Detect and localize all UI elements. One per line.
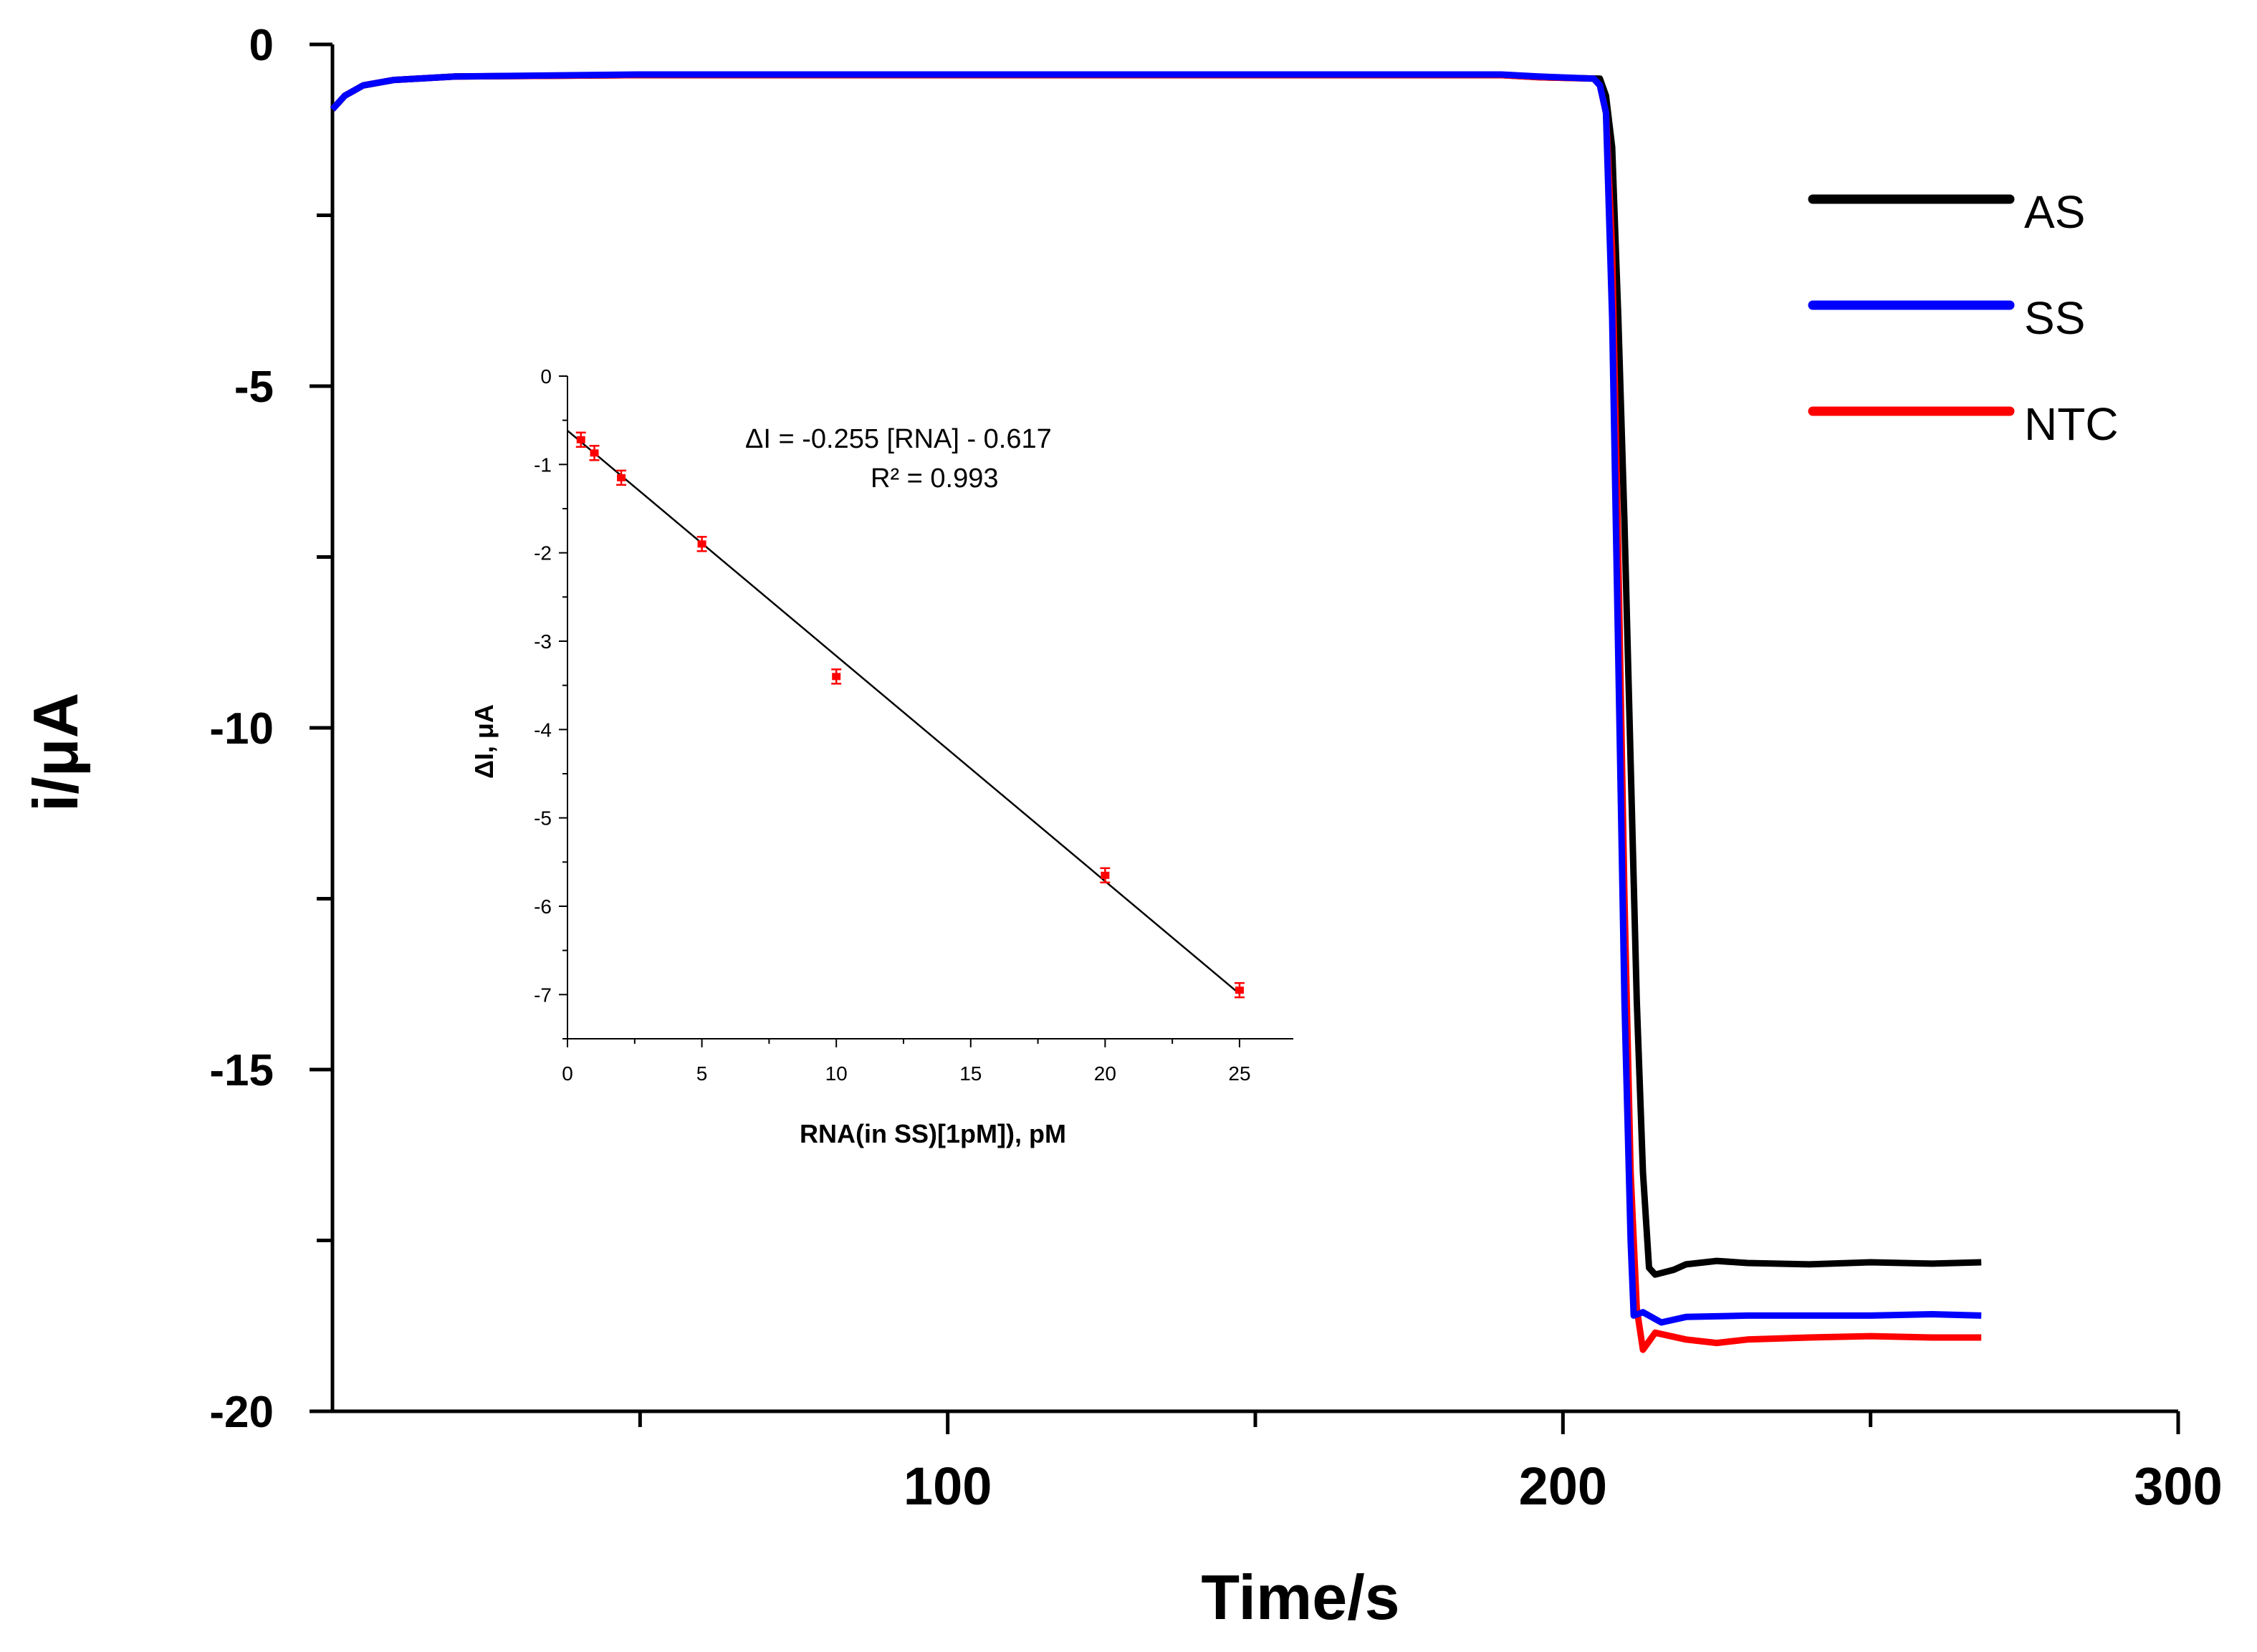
inset-data-point (832, 673, 841, 681)
y-tick-label: -10 (209, 704, 274, 754)
inset-y-tick-label: -7 (534, 984, 552, 1006)
inset-y-tick-label: -6 (534, 895, 552, 918)
inset-x-tick-label: 20 (1094, 1062, 1116, 1085)
inset-points (575, 431, 1245, 999)
series-line-ss (330, 71, 1982, 1326)
inset-fit-line (567, 430, 1240, 995)
y-tick-label: -20 (209, 1388, 274, 1437)
x-axis-label: Time/s (1201, 1562, 1399, 1633)
inset-x-tick-label: 25 (1228, 1062, 1250, 1085)
y-tick-label: 0 (249, 21, 274, 70)
legend: AS SS NTC (1808, 186, 2119, 450)
inset-data-point (590, 449, 599, 457)
legend-label-ss: SS (2024, 292, 2085, 344)
fit-r-squared: R² = 0.993 (871, 464, 999, 494)
x-tick-label: 200 (1519, 1456, 1607, 1516)
inset-x-tick-label: 15 (959, 1062, 982, 1085)
inset-x-tick-label: 10 (825, 1062, 848, 1085)
inset-ticks: 0 5 10 15 20 25 0 -1 -2 -3 -4 -5 -6 -7 (534, 365, 1250, 1085)
inset-y-tick-label: -5 (534, 807, 552, 830)
inset-y-tick-label: 0 (540, 365, 552, 388)
inset-y-tick-label: -4 (534, 719, 552, 741)
y-tick-label: -5 (234, 362, 274, 412)
inset-background (502, 337, 1326, 1168)
inset-fit (567, 430, 1240, 995)
inset-y-tick-label: -3 (534, 630, 552, 653)
inset-y-tick-label: -1 (534, 453, 552, 476)
inset-y-axis-label: ΔI, μA (469, 704, 499, 779)
legend-label-ntc: NTC (2024, 398, 2119, 450)
y-tick-label: -15 (209, 1046, 274, 1095)
inset-x-tick-label: 0 (562, 1062, 573, 1085)
fit-equation: ΔI = -0.255 [RNA] - 0.617 (745, 424, 1052, 454)
inset-data-point (697, 540, 706, 548)
main-series (330, 71, 1982, 1353)
legend-label-as: AS (2024, 186, 2085, 238)
y-axis-label: i/μA (20, 693, 91, 812)
inset-data-point (576, 436, 585, 443)
inset-x-tick-label: 5 (696, 1062, 708, 1085)
inset-x-axis-label: RNA(in SS)[1pM]), pM (800, 1119, 1066, 1148)
inset-chart: 0 5 10 15 20 25 0 -1 -2 -3 -4 -5 -6 -7 ΔI = -0.255 [R… (469, 337, 1326, 1168)
inset-data-point (1235, 986, 1244, 994)
x-tick-label: 100 (904, 1456, 992, 1516)
inset-data-point (1101, 871, 1110, 879)
inset-y-tick-label: -2 (534, 542, 552, 565)
x-tick-label: 300 (2134, 1456, 2222, 1516)
inset-data-point (617, 474, 626, 481)
